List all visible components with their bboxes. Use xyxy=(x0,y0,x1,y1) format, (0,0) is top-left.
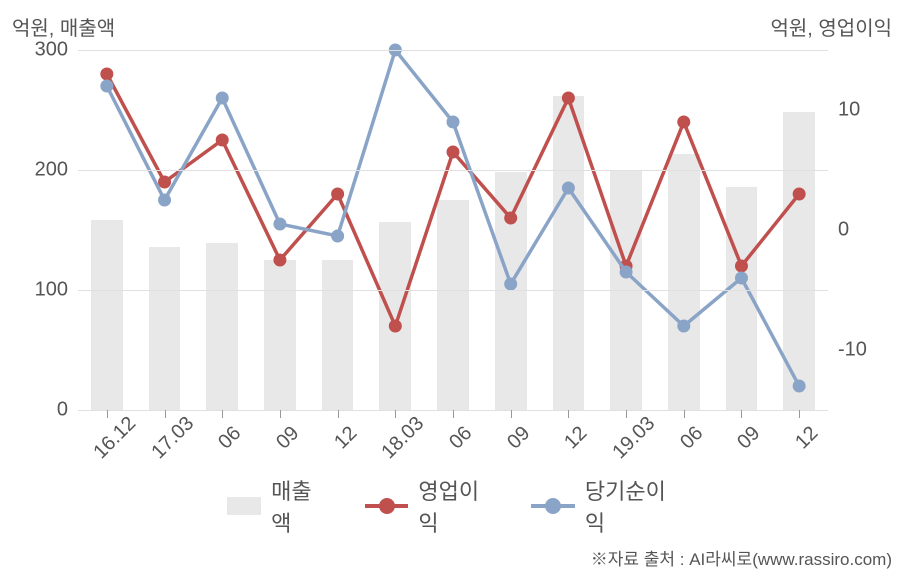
x-tick-label: 17.03 xyxy=(147,412,199,464)
left-axis-title: 억원, 매출액 xyxy=(12,12,115,41)
series-marker xyxy=(793,188,805,200)
x-tick-mark xyxy=(626,410,627,418)
series-marker xyxy=(332,188,344,200)
gridline xyxy=(78,170,828,171)
series-marker xyxy=(216,134,228,146)
legend-swatch-bar xyxy=(227,497,261,515)
series-marker xyxy=(562,92,574,104)
x-tick-mark xyxy=(165,410,166,418)
series-marker xyxy=(793,380,805,392)
x-tick-label: 09 xyxy=(503,422,535,454)
right-axis-title: 억원, 영업이익 xyxy=(770,12,892,41)
legend-label-bars: 매출액 xyxy=(271,474,329,538)
series-marker xyxy=(735,260,747,272)
x-tick-label: 12 xyxy=(330,422,362,454)
y-tick-right: -10 xyxy=(838,339,867,362)
y-tick-left: 100 xyxy=(35,279,68,302)
x-tick-label: 09 xyxy=(272,422,304,454)
x-tick-mark xyxy=(511,410,512,418)
series-marker xyxy=(447,116,459,128)
series-marker xyxy=(274,218,286,230)
gridline xyxy=(78,50,828,51)
series-line xyxy=(107,50,799,386)
series-marker xyxy=(159,194,171,206)
citation: ※자료 출처 : AI라씨로(www.rassiro.com) xyxy=(591,545,892,570)
x-tick-mark xyxy=(222,410,223,418)
x-tick-label: 12 xyxy=(791,422,823,454)
series-marker xyxy=(216,92,228,104)
series-marker xyxy=(447,146,459,158)
x-tick-label: 09 xyxy=(734,422,766,454)
x-tick-label: 18.03 xyxy=(378,412,430,464)
x-tick-label: 06 xyxy=(445,422,477,454)
series-marker xyxy=(678,320,690,332)
x-tick-mark xyxy=(338,410,339,418)
x-tick-label: 06 xyxy=(676,422,708,454)
legend: 매출액 영업이익 당기순이익 xyxy=(227,474,681,538)
x-tick-mark xyxy=(395,410,396,418)
series-line xyxy=(107,74,799,326)
x-tick-label: 16.12 xyxy=(89,412,141,464)
x-tick-mark xyxy=(107,410,108,418)
x-tick-mark xyxy=(684,410,685,418)
series-marker xyxy=(332,230,344,242)
series-marker xyxy=(505,278,517,290)
x-tick-mark xyxy=(280,410,281,418)
series-marker xyxy=(274,254,286,266)
series-marker xyxy=(505,212,517,224)
x-tick-label: 12 xyxy=(561,422,593,454)
series-marker xyxy=(678,116,690,128)
y-tick-left: 200 xyxy=(35,159,68,182)
y-tick-left: 0 xyxy=(57,399,68,422)
legend-swatch-blue xyxy=(531,504,575,508)
line-overlay xyxy=(78,50,828,410)
y-tick-right: 10 xyxy=(838,99,860,122)
series-marker xyxy=(389,320,401,332)
chart-container: 억원, 매출액 억원, 영업이익 0100200300-1001016.1217… xyxy=(0,0,908,580)
x-tick-label: 19.03 xyxy=(608,412,660,464)
y-tick-right: 0 xyxy=(838,219,849,242)
legend-label-series-1: 당기순이익 xyxy=(585,474,681,538)
x-tick-mark xyxy=(568,410,569,418)
series-marker xyxy=(101,68,113,80)
series-marker xyxy=(101,80,113,92)
x-tick-label: 06 xyxy=(214,422,246,454)
legend-item-series-0: 영업이익 xyxy=(365,474,496,538)
series-marker xyxy=(159,176,171,188)
plot-area: 0100200300-1001016.1217.0306091218.03060… xyxy=(78,50,828,410)
y-tick-left: 300 xyxy=(35,39,68,62)
series-marker xyxy=(735,272,747,284)
x-tick-mark xyxy=(453,410,454,418)
legend-item-bars: 매출액 xyxy=(227,474,329,538)
legend-label-series-0: 영업이익 xyxy=(418,474,495,538)
legend-item-series-1: 당기순이익 xyxy=(531,474,681,538)
series-marker xyxy=(620,266,632,278)
series-marker xyxy=(562,182,574,194)
gridline xyxy=(78,290,828,291)
legend-swatch-red xyxy=(365,504,409,508)
x-tick-mark xyxy=(741,410,742,418)
x-tick-mark xyxy=(799,410,800,418)
